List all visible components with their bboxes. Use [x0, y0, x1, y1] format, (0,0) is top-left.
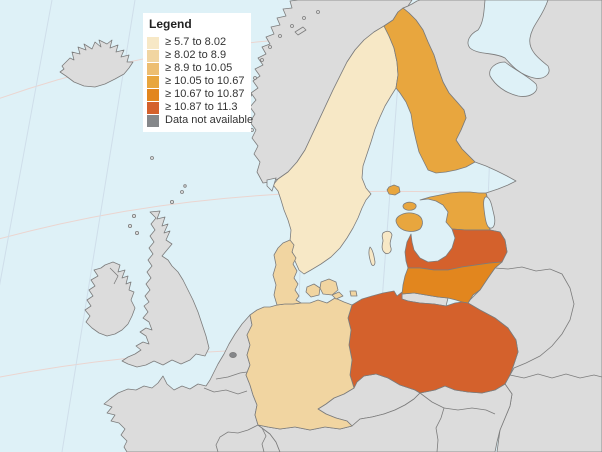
legend-swatch-2 [147, 62, 159, 75]
legend-item-5: ≥ 10.87 to 11.3 [147, 101, 251, 114]
country-denmark[interactable] [272, 239, 302, 306]
legend-swatch-5 [147, 101, 159, 114]
legend-label-0: ≥ 5.7 to 8.02 [165, 36, 227, 48]
island-hiiumaa[interactable] [402, 201, 417, 211]
legend-item-4: ≥ 10.67 to 10.87 [147, 88, 251, 101]
country-lithuania[interactable] [401, 261, 503, 304]
legend-label-4: ≥ 10.67 to 10.87 [165, 88, 245, 100]
legend-label-2: ≥ 8.9 to 10.05 [165, 62, 233, 74]
norway-coastal-islands [245, 10, 320, 132]
legend-title: Legend [149, 17, 192, 31]
water-bodies [266, 0, 550, 229]
white-sea-lobe [489, 61, 538, 97]
country-united-kingdom[interactable] [121, 210, 210, 368]
legend-swatch-3 [147, 75, 159, 88]
country-iceland[interactable] [59, 39, 134, 88]
island-oland[interactable] [368, 246, 376, 266]
island-aland[interactable] [386, 184, 401, 196]
legend-item-0: ≥ 5.7 to 8.02 [147, 36, 251, 49]
country-inner-borders [109, 266, 602, 452]
legend-rows: ≥ 5.7 to 8.02 ≥ 8.02 to 8.9 ≥ 8.9 to 10.05… [147, 36, 254, 127]
legend-item-2: ≥ 8.9 to 10.05 [147, 62, 251, 75]
legend-label-5: ≥ 10.87 to 11.3 [165, 101, 238, 113]
legend-swatch-0 [147, 36, 159, 49]
legend-label-3: ≥ 10.05 to 10.67 [165, 75, 245, 87]
legend: Legend ≥ 5.7 to 8.02 ≥ 8.02 to 8.9 ≥ 8.9 t… [143, 13, 254, 132]
island-ruegen[interactable] [331, 291, 344, 300]
country-germany[interactable] [245, 297, 355, 431]
country-sweden[interactable] [272, 25, 399, 275]
legend-label-6: Data not available [165, 114, 254, 126]
island-saaremaa[interactable] [395, 212, 423, 232]
legend-swatch-6 [147, 114, 159, 127]
legend-item-3: ≥ 10.05 to 10.67 [147, 75, 251, 88]
legend-swatch-4 [147, 88, 159, 101]
island-zealand[interactable] [319, 278, 339, 296]
island-gotland[interactable] [381, 230, 393, 255]
island-funen[interactable] [305, 283, 321, 298]
country-ireland[interactable] [84, 261, 136, 337]
legend-swatch-1 [147, 49, 159, 62]
region-brussels-no-data[interactable] [229, 351, 237, 358]
oslofjord [266, 177, 277, 192]
island-bornholm[interactable] [349, 290, 358, 297]
legend-label-1: ≥ 8.02 to 8.9 [165, 49, 227, 61]
country-finland[interactable] [383, 7, 476, 174]
uk-islands [127, 156, 187, 235]
legend-item-1: ≥ 8.02 to 8.9 [147, 49, 251, 62]
lake-peipus [483, 196, 496, 229]
legend-item-6: Data not available [147, 114, 254, 127]
